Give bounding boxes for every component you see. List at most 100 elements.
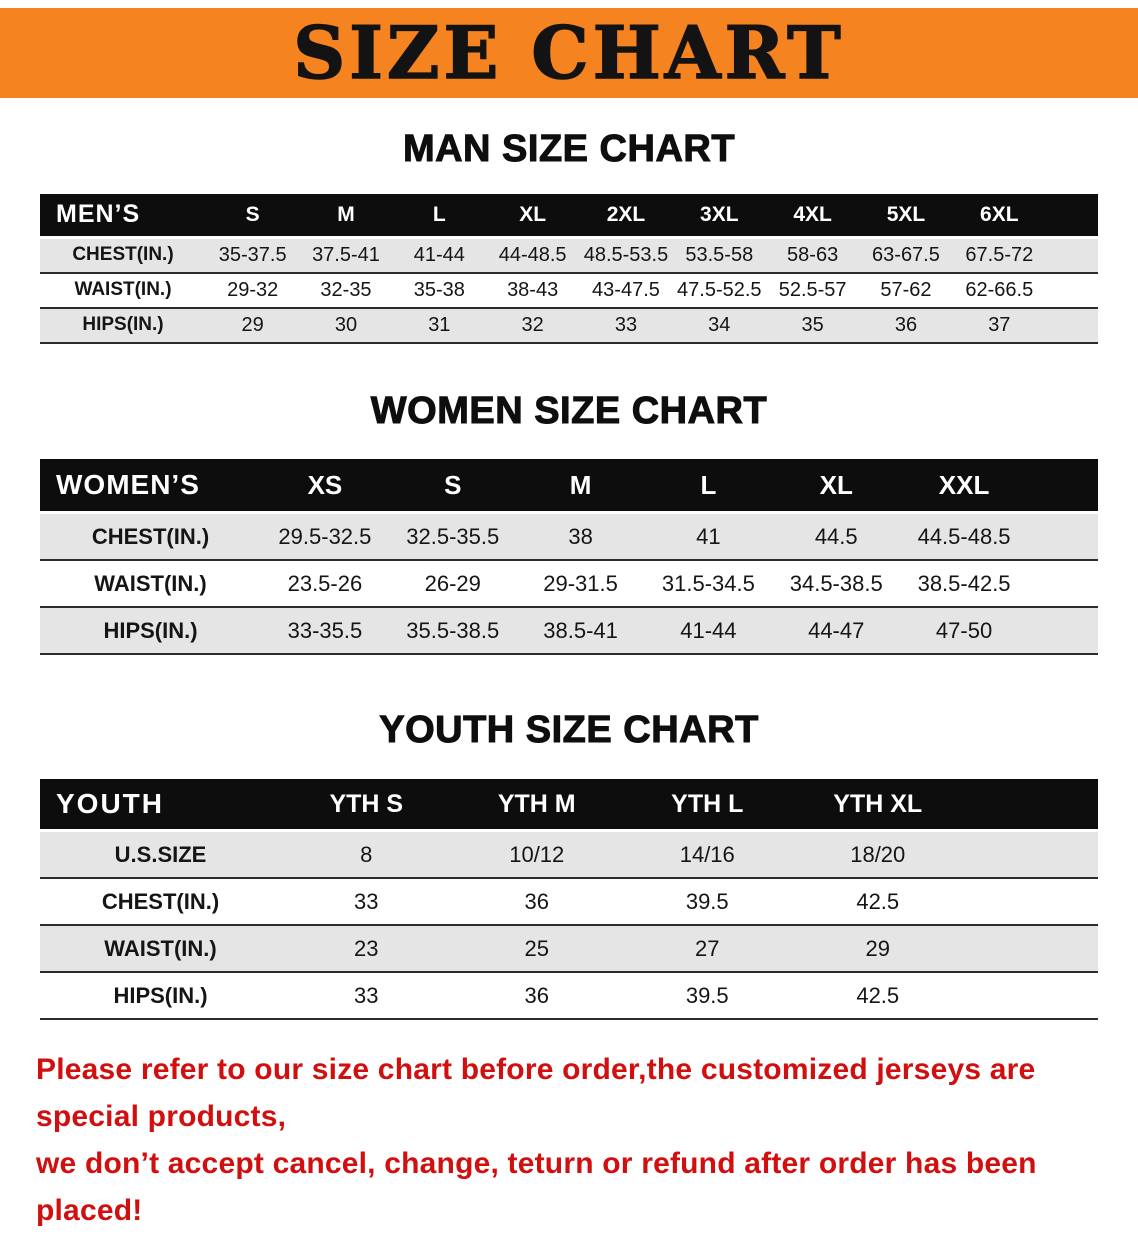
row-label: WAIST(IN.)	[74, 279, 172, 301]
men-header-row: MEN’S S M L XL 2XL 3XL 4XL 5XL 6XL	[40, 193, 1098, 238]
table-cell: 29	[241, 313, 264, 336]
column-header: YTH M	[451, 779, 622, 831]
column-header: YTH XL	[792, 779, 963, 831]
column-header: XL	[772, 459, 901, 513]
table-cell: 29-32	[227, 278, 279, 301]
table-cell: 39.5	[685, 982, 729, 1008]
table-cell: 37	[988, 313, 1011, 336]
table-row: HIPS(IN.) 33-35.5 35.5-38.5 38.5-41 41-44 44-…	[40, 607, 1098, 655]
table-cell: 57-62	[880, 278, 932, 301]
table-row: WAIST(IN.) 23 25 27 29	[40, 925, 1098, 973]
women-section-heading: WOMEN SIZE CHART	[370, 389, 768, 432]
column-header: XL	[485, 193, 580, 238]
table-row: HIPS(IN.) 29 30 31 32 33 34 35 36 37	[40, 307, 1098, 343]
row-label: HIPS(IN.)	[103, 617, 198, 643]
table-cell: 23.5-26	[287, 570, 363, 596]
men-size-table: MEN’S S M L XL 2XL 3XL 4XL 5XL 6XL CHEST(IN.) 35-…	[40, 193, 1098, 344]
table-cell: 42.5	[856, 888, 900, 914]
note-line-2: we don’t accept cancel, change, teturn o…	[36, 1147, 1037, 1228]
row-label: U.S.SIZE	[114, 841, 207, 867]
table-label: WOMEN’S	[40, 459, 261, 513]
table-cell: 48.5-53.5	[583, 243, 669, 266]
table-row: WAIST(IN.) 23.5-26 26-29 29-31.5 31.5-34.5 34…	[40, 560, 1098, 608]
table-cell: 33-35.5	[287, 617, 363, 643]
youth-section-heading: YOUTH SIZE CHART	[379, 709, 759, 752]
row-spacer	[963, 925, 1098, 972]
row-spacer	[1028, 560, 1098, 607]
section-women: WOMEN SIZE CHART WOMEN’S XS S M L XL XXL CHES…	[0, 389, 1138, 656]
table-cell: 23	[354, 935, 379, 961]
row-label: WAIST(IN.)	[104, 935, 217, 961]
table-cell: 35.5-38.5	[406, 617, 500, 643]
table-cell: 41-44	[680, 617, 737, 643]
table-cell: 33	[354, 888, 379, 914]
table-cell: 47-50	[935, 617, 993, 643]
table-cell: 14/16	[679, 841, 735, 867]
section-youth: YOUTH SIZE CHART YOUTH YTH S YTH M YTH L YT…	[0, 709, 1138, 1021]
table-cell: 47.5-52.5	[677, 278, 762, 301]
table-cell: 36	[894, 313, 918, 336]
table-cell: 27	[695, 935, 720, 961]
header-spacer	[963, 779, 1098, 831]
row-spacer	[1046, 273, 1098, 308]
table-cell: 26-29	[424, 570, 481, 596]
table-cell: 37.5-41	[312, 243, 380, 266]
table-cell: 36	[524, 982, 549, 1008]
banner-title: SIZE CHART	[292, 10, 845, 95]
column-header: M	[516, 459, 645, 513]
table-row: CHEST(IN.) 33 36 39.5 42.5	[40, 878, 1098, 926]
youth-header-row: YOUTH YTH S YTH M YTH L YTH XL	[40, 779, 1098, 831]
table-cell: 53.5-58	[685, 243, 754, 266]
banner: SIZE CHART	[0, 8, 1138, 98]
table-row: U.S.SIZE 8 10/12 14/16 18/20	[40, 830, 1098, 879]
table-cell: 38-43	[507, 278, 559, 301]
note-line-1: Please refer to our size chart before or…	[36, 1053, 1036, 1134]
table-label: MEN’S	[40, 193, 206, 238]
row-spacer	[1028, 607, 1098, 654]
row-label: CHEST(IN.)	[72, 244, 174, 266]
table-row: WAIST(IN.) 29-32 32-35 35-38 38-43 43-47.5 47.…	[40, 272, 1098, 308]
row-spacer	[1028, 513, 1098, 561]
table-cell: 29-31.5	[543, 570, 618, 596]
table-cell: 31	[428, 313, 451, 336]
table-cell: 35-38	[413, 278, 465, 301]
table-cell: 39.5	[685, 888, 729, 914]
table-cell: 31.5-34.5	[661, 570, 755, 596]
table-cell: 25	[524, 935, 549, 961]
table-cell: 62-66.5	[965, 278, 1034, 301]
column-header: XXL	[900, 459, 1028, 513]
table-cell: 58-63	[787, 243, 839, 266]
table-cell: 8	[360, 841, 373, 867]
table-cell: 44-48.5	[498, 243, 567, 266]
women-header-row: WOMEN’S XS S M L XL XXL	[40, 459, 1098, 513]
table-cell: 29	[865, 935, 890, 961]
table-cell: 38.5-42.5	[917, 570, 1011, 596]
table-cell: 38.5-41	[543, 617, 618, 643]
table-cell: 63-67.5	[872, 243, 940, 266]
column-header: 2XL	[579, 193, 673, 238]
table-cell: 38	[568, 523, 593, 549]
youth-size-table: YOUTH YTH S YTH M YTH L YTH XL U.S.SIZE 8 10/…	[40, 779, 1098, 1021]
column-header: 3XL	[672, 193, 766, 238]
table-row: CHEST(IN.) 35-37.5 37.5-41 41-44 44-48.5 48.5…	[40, 237, 1098, 273]
table-cell: 44.5	[814, 523, 858, 549]
table-row: HIPS(IN.) 33 36 39.5 42.5	[40, 972, 1098, 1020]
table-cell: 41	[696, 523, 721, 549]
table-cell: 36	[524, 888, 549, 914]
header-spacer	[1028, 459, 1098, 513]
table-cell: 33	[614, 313, 638, 336]
row-spacer	[963, 831, 1098, 879]
table-cell: 29.5-32.5	[278, 523, 372, 549]
table-cell: 52.5-57	[778, 278, 847, 301]
row-spacer	[1046, 237, 1098, 273]
table-label: YOUTH	[40, 779, 281, 831]
header-spacer	[1046, 193, 1098, 238]
row-spacer	[963, 878, 1098, 925]
section-men: MAN SIZE CHART MEN’S S M L XL 2XL 3XL 4XL 5XL 6X…	[0, 128, 1138, 344]
column-header: L	[644, 459, 773, 513]
column-header: YTH L	[622, 779, 793, 831]
table-cell: 34.5-38.5	[789, 570, 883, 596]
disclaimer-note: Please refer to our size chart before or…	[0, 1046, 1138, 1244]
row-label: CHEST(IN.)	[91, 523, 210, 549]
